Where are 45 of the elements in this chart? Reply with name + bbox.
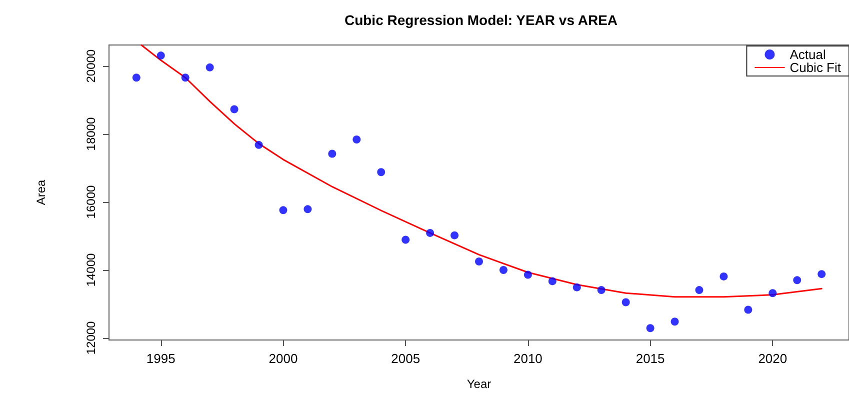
x-tick-label: 2005 xyxy=(391,351,420,366)
point xyxy=(524,270,532,279)
x-axis-title: Year xyxy=(466,377,492,391)
x-tick-label: 1995 xyxy=(146,351,176,366)
point xyxy=(744,306,752,314)
y-tick-label: 16000 xyxy=(84,185,98,219)
point xyxy=(279,206,288,214)
y-tick-label: 20000 xyxy=(84,49,98,83)
point xyxy=(646,324,654,332)
point xyxy=(328,150,336,158)
x-tick-label: 2015 xyxy=(636,351,665,366)
point xyxy=(695,286,704,294)
y-tick-label: 12000 xyxy=(84,320,98,355)
x-tick-label: 2010 xyxy=(513,351,542,366)
point xyxy=(720,272,728,280)
point xyxy=(426,228,434,237)
point xyxy=(572,283,581,292)
legend-label: Actual xyxy=(790,47,826,62)
chart-title: Cubic Regression Model: YEAR vs AREA xyxy=(344,12,618,28)
point xyxy=(597,286,606,294)
y-axis-title: Area xyxy=(34,180,48,206)
point xyxy=(132,74,140,82)
point xyxy=(156,52,165,60)
point xyxy=(548,277,556,286)
point xyxy=(402,236,410,244)
point xyxy=(254,140,263,149)
point xyxy=(793,276,802,284)
legend-label: Cubic Fit xyxy=(790,60,842,75)
point xyxy=(475,257,483,266)
point xyxy=(377,168,386,176)
point xyxy=(768,289,777,298)
point xyxy=(622,298,630,306)
point xyxy=(304,205,312,214)
y-tick-label: 14000 xyxy=(84,252,98,287)
point xyxy=(450,231,459,240)
point xyxy=(499,266,508,274)
point xyxy=(206,63,214,72)
y-tick-label: 18000 xyxy=(84,117,98,151)
point xyxy=(352,135,361,144)
point xyxy=(230,105,238,114)
point xyxy=(670,318,679,326)
x-tick-label: 2000 xyxy=(268,351,298,366)
point xyxy=(181,74,190,82)
x-tick-label: 2020 xyxy=(758,351,788,366)
point xyxy=(818,270,826,278)
